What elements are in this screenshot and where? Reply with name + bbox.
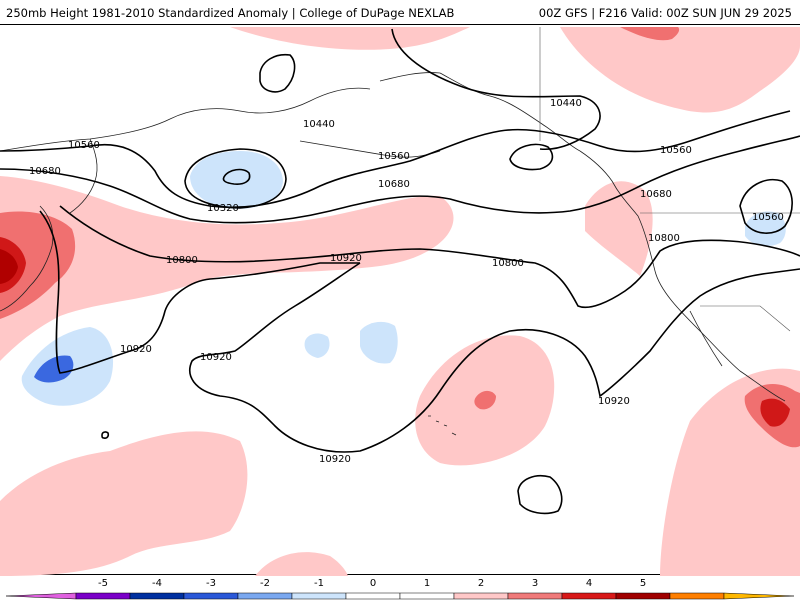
contour-10920-small-circle (101, 431, 110, 439)
colorbar-segment (291, 592, 347, 600)
contour-10920-west (39, 210, 360, 374)
map-panel: 10320 10440 10440 10560 10560 10560 1056… (0, 24, 800, 576)
map-header: 250mb Height 1981-2010 Standardized Anom… (0, 0, 800, 24)
colorbar-segment (237, 592, 293, 600)
contour-label-10680-a: 10680 (29, 166, 61, 177)
colorbar-tick-label: 4 (586, 578, 592, 589)
contour-10560-rockies (739, 179, 793, 234)
anomaly-area-bering-north (230, 27, 470, 50)
coastline-baja (689, 310, 723, 367)
colorbar-tick-label: -4 (152, 578, 162, 589)
colorbar-segment (453, 592, 509, 600)
colorbar-tick-label: 1 (424, 578, 430, 589)
contour-label-10440-b: 10440 (550, 98, 582, 109)
anomaly-area-northeast-corner-medium (620, 27, 680, 41)
coastline-siberia (0, 87, 371, 152)
coastline-north-america-west (579, 150, 786, 402)
colorbar-ticks: -5 -4 -3 -2 -1 0 1 2 3 4 5 (98, 578, 646, 589)
contour-label-10560-c: 10560 (660, 145, 692, 156)
anomaly-area-west-pacific-low-medium (34, 355, 74, 383)
colorbar-segment (345, 592, 401, 600)
colorbar-tick-label: -3 (206, 578, 216, 589)
coastline-japan (0, 205, 54, 312)
colorbar-svg: -5 -4 -3 -2 -1 0 1 2 3 4 5 (5, 578, 795, 600)
contour-label-10440-a: 10440 (303, 119, 335, 130)
colorbar-segment (399, 592, 455, 600)
contour-label-10920-b: 10920 (120, 344, 152, 355)
anomaly-area-pacific-bottom-center (255, 552, 348, 576)
negative-anomaly-shading (21, 151, 786, 406)
colorbar-segment (723, 592, 795, 600)
colorbar-segment (669, 592, 725, 600)
coastline-aleutians (299, 140, 441, 158)
contour-10920-central (189, 262, 800, 453)
contour-10320 (222, 168, 251, 185)
colorbar-segment (507, 592, 563, 600)
colorbar-segment (615, 592, 671, 600)
colorbar-tick-label: -2 (260, 578, 270, 589)
contour-label-10560-d: 10560 (752, 212, 784, 223)
hawaii-islands (428, 415, 457, 436)
contour-label-10560-b: 10560 (378, 151, 410, 162)
contour-label-10680-c: 10680 (640, 189, 672, 200)
contour-10920-south-loop (517, 475, 563, 515)
anomaly-area-south-central-pacific (0, 431, 248, 576)
contour-10440-alaska (391, 28, 601, 151)
border-us-mexico (700, 305, 791, 332)
colorbar-segment (183, 592, 239, 600)
contour-label-10680-b: 10680 (378, 179, 410, 190)
anomaly-area-central-pacific-blue-2 (360, 321, 398, 364)
colorbar-segments (5, 592, 795, 600)
contour-label-10920-c: 10920 (200, 352, 232, 363)
contour-label-10920-d: 10920 (319, 454, 351, 465)
colorbar-tick-label: 0 (370, 578, 376, 589)
anomaly-area-pnw-coast (585, 181, 653, 276)
contour-labels: 10320 10440 10440 10560 10560 10560 1056… (29, 98, 784, 465)
anomaly-area-great-basin-blue (745, 211, 786, 247)
contour-label-10560-a: 10560 (68, 140, 100, 151)
contour-10440-bering (184, 148, 287, 209)
colorbar-segment (561, 592, 617, 600)
contour-label-10800-b: 10800 (492, 258, 524, 269)
anomaly-area-east-asia-deepest (0, 249, 18, 284)
contour-label-10920-e: 10920 (598, 396, 630, 407)
colorbar-tick-label: -1 (314, 578, 324, 589)
contour-10800 (59, 205, 800, 309)
contour-10560 (0, 110, 791, 209)
anomaly-area-bering-low (190, 151, 283, 209)
colorbar-tick-label: 5 (640, 578, 646, 589)
anomaly-area-northeast-pacific (560, 27, 800, 113)
contour-label-10800-c: 10800 (648, 233, 680, 244)
map-svg: 10320 10440 10440 10560 10560 10560 1056… (0, 27, 800, 576)
positive-anomaly-shading (0, 27, 800, 576)
colorbar-tick-label: -5 (98, 578, 108, 589)
map-title: 250mb Height 1981-2010 Standardized Anom… (6, 6, 455, 20)
anomaly-area-east-asia-medium (0, 211, 76, 319)
height-contours (0, 28, 800, 515)
contour-10440-northwest (259, 53, 296, 93)
colorbar-tick-label: 2 (478, 578, 484, 589)
anomaly-area-mexico-dark (760, 398, 790, 427)
colorbar-segment (5, 592, 77, 600)
contour-label-10920-a: 10920 (330, 253, 362, 264)
coastline-alaska (379, 72, 581, 152)
anomaly-area-north-pacific-ridge (0, 176, 454, 361)
anomaly-area-central-pacific-blue-1 (304, 333, 330, 358)
contour-label-10320: 10320 (207, 203, 239, 214)
contour-10440-aleutian-loop (509, 143, 554, 171)
colorbar: -5 -4 -3 -2 -1 0 1 2 3 4 5 (0, 577, 800, 600)
colorbar-segment (75, 592, 131, 600)
colorbar-tick-label: 3 (532, 578, 538, 589)
anomaly-area-hawaii-medium (474, 390, 496, 410)
model-valid-time: 00Z GFS | F216 Valid: 00Z SUN JUN 29 202… (538, 6, 792, 20)
contour-10680 (0, 135, 800, 224)
colorbar-segment (129, 592, 185, 600)
contour-label-10800-a: 10800 (166, 255, 198, 266)
